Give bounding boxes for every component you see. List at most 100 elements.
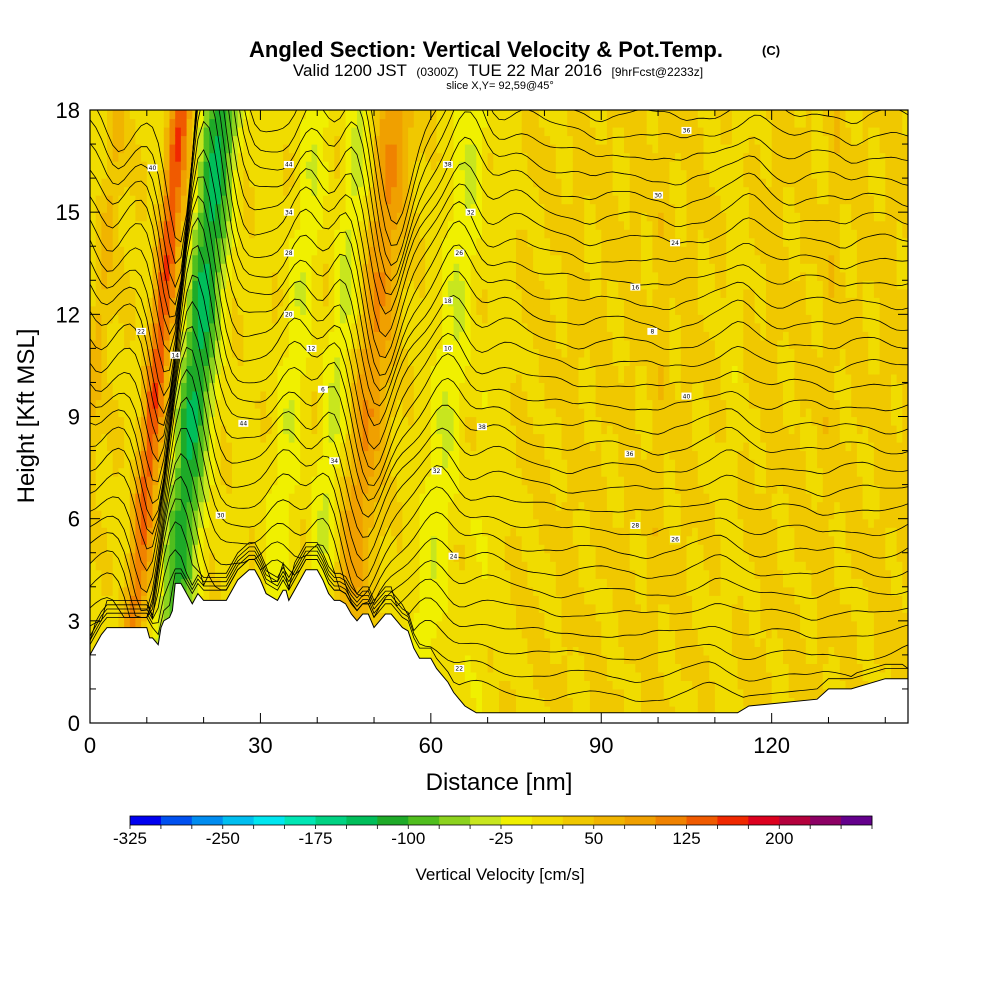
velocity-cell [101, 510, 108, 520]
velocity-cell [163, 246, 171, 256]
velocity-cell [413, 373, 421, 383]
velocity-cell [470, 476, 477, 486]
velocity-cell [311, 110, 318, 120]
velocity-cell [408, 331, 415, 341]
velocity-cell [459, 186, 466, 196]
velocity-cell [220, 161, 227, 171]
velocity-cell [322, 561, 330, 571]
velocity-cell [379, 382, 386, 392]
velocity-cell [368, 501, 375, 511]
velocity-cell [436, 254, 443, 264]
velocity-cell [129, 552, 137, 562]
velocity-cell [288, 178, 296, 188]
velocity-cell [300, 365, 307, 375]
velocity-cell [464, 288, 472, 298]
velocity-cell [226, 450, 233, 460]
velocity-cell [464, 339, 472, 349]
velocity-cell [345, 561, 352, 571]
velocity-cell [237, 229, 244, 239]
velocity-cell [124, 203, 131, 213]
velocity-cell [300, 501, 307, 511]
velocity-cell [220, 127, 227, 137]
velocity-cell [419, 246, 426, 256]
velocity-cell [317, 169, 324, 179]
velocity-cell [220, 144, 227, 154]
velocity-cell [90, 271, 97, 281]
velocity-cell [249, 237, 256, 247]
velocity-cell [226, 135, 233, 145]
velocity-cell [464, 169, 472, 179]
velocity-cell [470, 425, 477, 435]
velocity-cell [243, 254, 250, 264]
velocity-cell [146, 263, 154, 273]
velocity-cell [95, 237, 102, 247]
velocity-cell [283, 331, 290, 341]
velocity-cell [442, 663, 449, 673]
velocity-cell [408, 178, 415, 188]
velocity-cell [459, 493, 466, 503]
velocity-cell [447, 254, 455, 264]
velocity-cell [260, 110, 267, 120]
velocity-cell [351, 127, 358, 137]
velocity-cell [328, 110, 335, 120]
velocity-cell [175, 144, 182, 154]
velocity-cell [95, 229, 102, 239]
velocity-cell [328, 314, 335, 324]
velocity-cell [112, 527, 119, 537]
velocity-cell [260, 212, 267, 222]
velocity-cell [334, 271, 341, 281]
velocity-cell [436, 127, 443, 137]
velocity-cell [90, 348, 97, 358]
velocity-cell [146, 544, 154, 554]
velocity-cell [430, 561, 438, 571]
velocity-cell [362, 186, 369, 196]
velocity-cell [243, 399, 250, 409]
velocity-cell [118, 297, 125, 307]
velocity-cell [430, 152, 438, 162]
velocity-cell [249, 493, 256, 503]
velocity-cell [146, 195, 154, 205]
velocity-cell [107, 518, 114, 528]
velocity-cell [374, 271, 381, 281]
velocity-cell [107, 322, 114, 332]
velocity-cell [413, 127, 421, 137]
velocity-cell [118, 476, 125, 486]
velocity-cell [175, 331, 182, 341]
velocity-cell [317, 161, 324, 171]
velocity-cell [175, 169, 182, 179]
velocity-cell [124, 288, 131, 298]
velocity-cell [107, 612, 114, 622]
velocity-cell [430, 459, 438, 469]
velocity-cell [112, 356, 119, 366]
velocity-cell [357, 288, 364, 298]
velocity-cell [425, 229, 432, 239]
velocity-cell [322, 220, 330, 230]
velocity-cell [192, 569, 199, 579]
velocity-cell [339, 220, 347, 230]
velocity-cell [459, 391, 466, 401]
velocity-cell [425, 339, 432, 349]
velocity-cell [419, 467, 426, 477]
velocity-cell [124, 569, 131, 579]
velocity-cell [254, 212, 261, 222]
velocity-cell [101, 518, 108, 528]
velocity-cell [209, 314, 216, 324]
velocity-cell [260, 271, 267, 281]
velocity-cell [209, 425, 216, 435]
velocity-cell [209, 544, 216, 554]
velocity-cell [163, 288, 171, 298]
velocity-cell [396, 186, 404, 196]
velocity-cell [146, 518, 154, 528]
velocity-cell [203, 391, 210, 401]
velocity-cell [266, 493, 273, 503]
velocity-cell [322, 178, 330, 188]
velocity-cell [453, 467, 460, 477]
velocity-cell [317, 127, 324, 137]
velocity-cell [374, 518, 381, 528]
velocity-cell [470, 569, 477, 579]
velocity-cell [391, 484, 398, 494]
velocity-cell [249, 305, 256, 315]
velocity-cell [277, 382, 284, 392]
velocity-cell [232, 144, 239, 154]
velocity-cell [209, 229, 216, 239]
